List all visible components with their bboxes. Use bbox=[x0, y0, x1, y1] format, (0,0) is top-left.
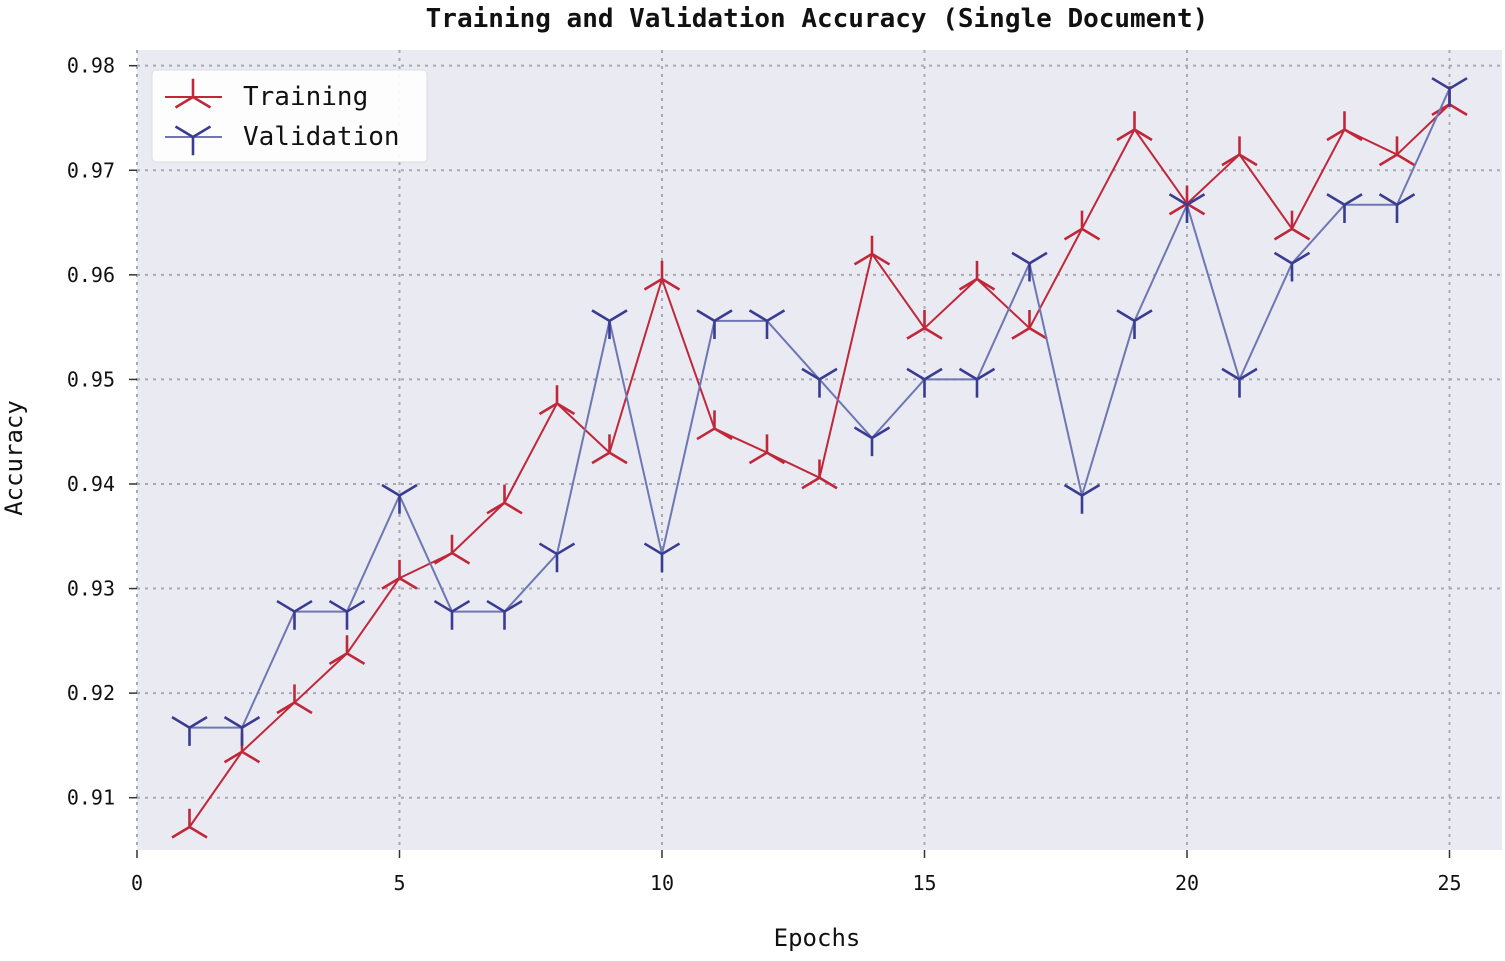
data-point-validation bbox=[643, 542, 681, 573]
legend-swatch-training bbox=[165, 78, 222, 109]
data-point-validation bbox=[801, 367, 838, 398]
data-point-validation bbox=[1063, 483, 1101, 514]
y-axis-label: Accuracy bbox=[0, 400, 28, 516]
data-point-validation bbox=[171, 716, 208, 746]
data-point-training bbox=[433, 534, 471, 565]
data-point-validation bbox=[381, 483, 418, 514]
data-point-training bbox=[853, 235, 891, 266]
data-point-training bbox=[171, 808, 208, 839]
data-point-training bbox=[538, 385, 576, 416]
data-point-training bbox=[1168, 185, 1206, 216]
x-tick-label: 15 bbox=[912, 871, 936, 895]
data-point-training bbox=[1273, 210, 1311, 241]
data-point-training bbox=[276, 684, 313, 715]
data-point-validation bbox=[223, 716, 261, 746]
data-point-training bbox=[1221, 136, 1258, 167]
data-point-training bbox=[1063, 210, 1101, 241]
x-tick-label: 5 bbox=[393, 871, 405, 895]
data-point-training bbox=[1116, 111, 1153, 142]
chart-title: Training and Validation Accuracy (Single… bbox=[426, 4, 1209, 34]
data-point-validation bbox=[906, 367, 943, 398]
y-tick-label: 0.97 bbox=[67, 158, 115, 182]
data-point-validation bbox=[1431, 77, 1468, 107]
data-point-training bbox=[643, 260, 681, 291]
series-layer bbox=[171, 77, 1468, 839]
data-point-training bbox=[1326, 111, 1363, 142]
x-tick-label: 20 bbox=[1175, 871, 1199, 895]
x-axis-label: Epochs bbox=[774, 924, 861, 952]
data-point-training bbox=[1378, 136, 1416, 167]
legend-swatch-validation bbox=[165, 125, 222, 156]
data-point-training bbox=[958, 260, 996, 291]
data-point-validation bbox=[696, 309, 733, 340]
data-point-validation bbox=[1326, 193, 1363, 223]
legend-marker bbox=[174, 125, 212, 156]
data-point-validation bbox=[433, 599, 471, 630]
data-point-training bbox=[486, 484, 523, 515]
legend-label-training: Training bbox=[243, 82, 368, 112]
data-point-training bbox=[591, 434, 628, 465]
data-point-validation bbox=[591, 309, 628, 340]
y-tick-label: 0.94 bbox=[67, 472, 115, 496]
legend: Training Validation bbox=[151, 69, 428, 163]
data-point-validation bbox=[1221, 367, 1258, 398]
data-point-validation bbox=[853, 426, 891, 457]
y-tick-label: 0.92 bbox=[67, 681, 115, 705]
x-tick-label: 10 bbox=[650, 871, 674, 895]
series-validation bbox=[171, 77, 1468, 746]
y-tick-label: 0.95 bbox=[67, 367, 115, 391]
data-point-validation bbox=[1011, 251, 1048, 282]
data-point-validation bbox=[276, 599, 313, 630]
x-tick-label: 0 bbox=[131, 871, 143, 895]
data-point-training bbox=[1011, 309, 1048, 340]
data-point-validation bbox=[1116, 309, 1153, 340]
plot-area bbox=[137, 50, 1502, 850]
data-point-validation bbox=[538, 542, 576, 573]
axes: 0 5 10 15 20 25 0.91 0.92 0.93 0.94 0.95 0.96 0.97 0.… bbox=[67, 54, 1462, 895]
data-point-training bbox=[328, 635, 366, 666]
data-point-validation bbox=[328, 599, 366, 630]
legend-box bbox=[151, 69, 428, 163]
data-point-validation bbox=[486, 599, 523, 630]
legend-label-validation: Validation bbox=[243, 122, 400, 152]
y-tick-label: 0.96 bbox=[67, 263, 115, 287]
data-point-validation bbox=[748, 309, 786, 340]
data-point-training bbox=[748, 434, 786, 465]
data-point-validation bbox=[1168, 193, 1206, 223]
data-point-training bbox=[696, 410, 733, 441]
y-tick-label: 0.91 bbox=[67, 786, 115, 810]
data-point-training bbox=[801, 459, 838, 490]
data-point-training bbox=[906, 309, 943, 340]
x-tick-label: 25 bbox=[1437, 871, 1461, 895]
legend-marker bbox=[174, 78, 212, 109]
y-tick-label: 0.93 bbox=[67, 577, 115, 601]
series-training bbox=[171, 86, 1468, 839]
y-tick-label: 0.98 bbox=[67, 54, 115, 78]
data-point-validation bbox=[1378, 193, 1416, 223]
data-point-training bbox=[381, 559, 418, 590]
data-point-validation bbox=[1273, 251, 1311, 282]
data-point-validation bbox=[958, 367, 996, 398]
